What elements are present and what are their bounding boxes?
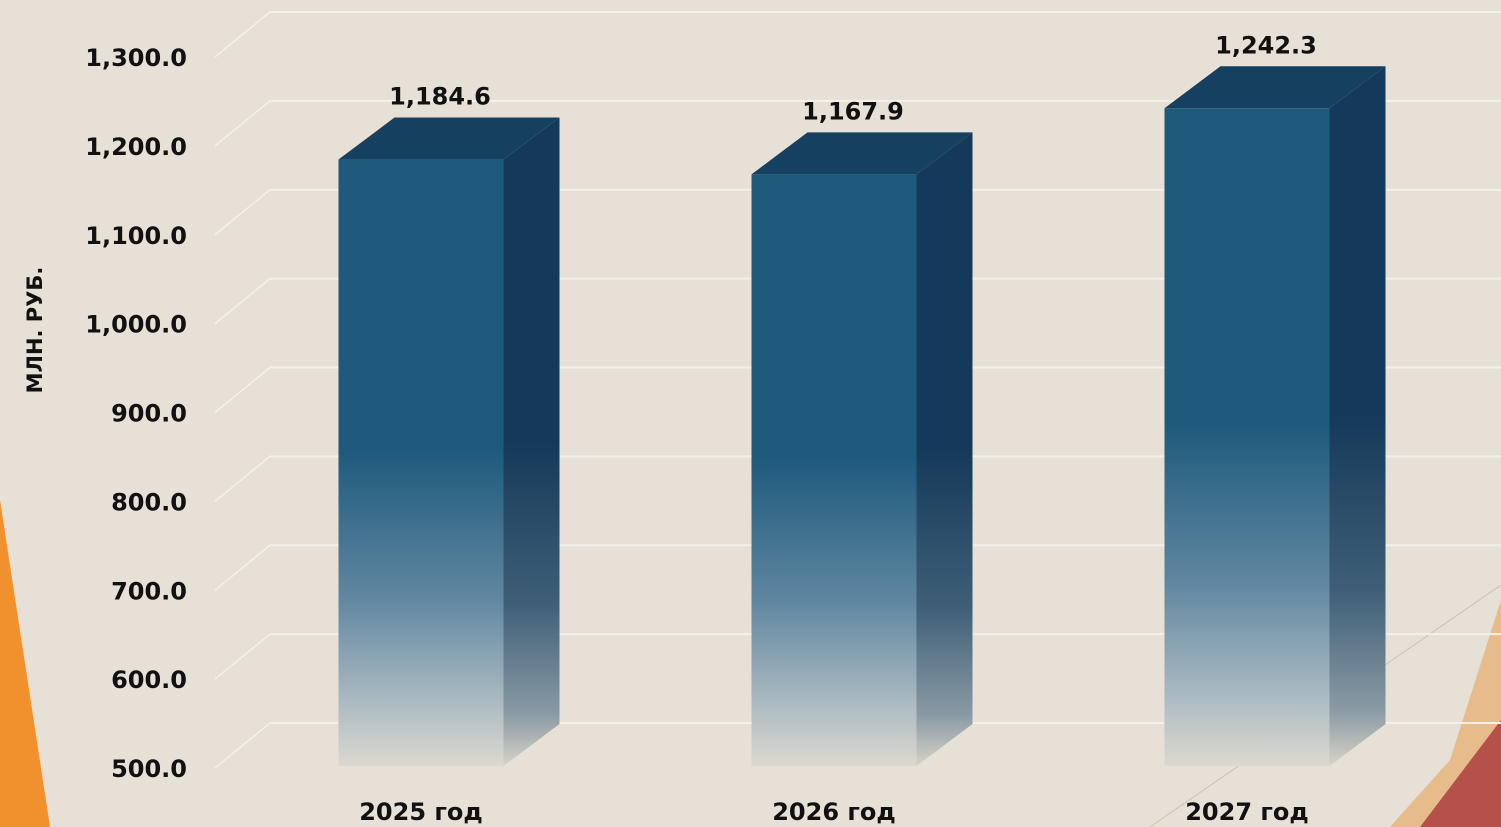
bar: [751, 132, 973, 766]
y-tick-label: 1,000.0: [85, 311, 187, 339]
bar-side: [916, 132, 973, 766]
bar-top: [1164, 66, 1386, 109]
gridline-depth: [214, 722, 271, 769]
y-tick-label: 800.0: [111, 488, 187, 516]
y-tick-label: 700.0: [111, 577, 187, 605]
bar-top: [338, 117, 560, 160]
data-label: 1,242.3: [1215, 31, 1317, 59]
bar-side: [1329, 66, 1386, 766]
bar: [1164, 66, 1386, 766]
y-tick-label: 1,100.0: [85, 222, 187, 250]
x-tick-label: 2027 год: [1185, 798, 1309, 826]
bar-front: [751, 174, 917, 766]
data-label: 1,167.9: [802, 97, 904, 125]
bar-front: [1164, 108, 1330, 766]
data-label: 1,184.6: [389, 83, 491, 111]
gridline-depth: [214, 455, 271, 502]
y-tick-label: 1,300.0: [85, 44, 187, 72]
bar-side: [503, 117, 560, 766]
gridline-depth: [214, 544, 271, 591]
y-tick-label: 1,200.0: [85, 133, 187, 161]
y-tick-label: 900.0: [111, 400, 187, 428]
gridline-depth: [214, 278, 271, 325]
gridline-depth: [214, 189, 271, 236]
bar-front: [338, 159, 504, 766]
gridline-depth: [214, 11, 271, 58]
y-tick-label: 500.0: [111, 755, 187, 783]
gridline-depth: [214, 366, 271, 414]
bar-top: [751, 132, 973, 175]
decor-triangle-right-dark: [1420, 720, 1501, 827]
bar: [338, 117, 560, 766]
y-tick-label: 600.0: [111, 666, 187, 694]
x-tick-label: 2026 год: [772, 798, 896, 826]
gridline-depth: [214, 633, 271, 680]
x-tick-label: 2025 год: [359, 798, 483, 826]
decor-triangle-left: [0, 500, 50, 827]
y-axis-label: МЛН. РУБ.: [23, 267, 47, 394]
gridline-depth: [214, 100, 271, 147]
